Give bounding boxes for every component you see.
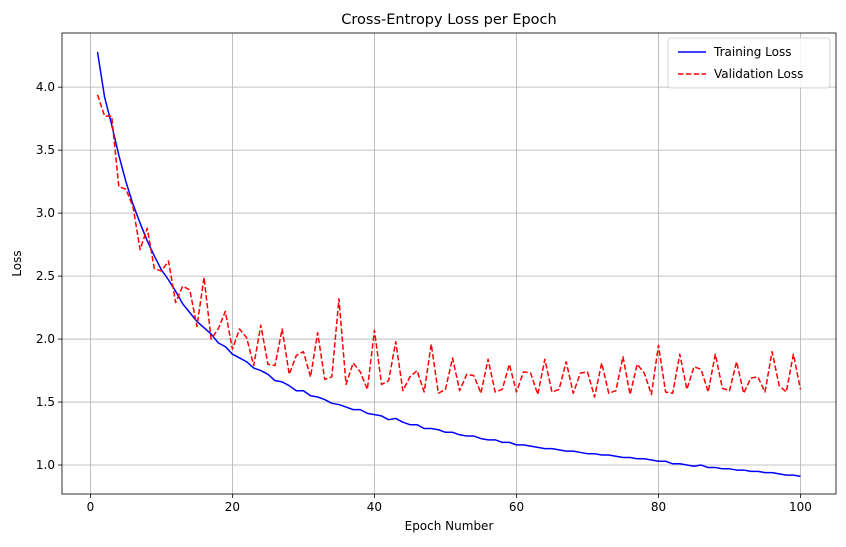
validation-loss-line — [96, 94, 802, 398]
series-layer — [96, 51, 802, 478]
x-tick-label: 0 — [87, 500, 95, 514]
legend: Training Loss Validation Loss — [667, 37, 831, 89]
x-tick-label: 20 — [225, 500, 240, 514]
legend-label: Validation Loss — [714, 67, 803, 81]
x-tick-label: 40 — [367, 500, 382, 514]
y-tick-label: 2.0 — [36, 332, 55, 346]
y-tick-label: 3.0 — [36, 206, 55, 220]
ticks: 0 20 40 60 80 100 1.0 1.5 2.0 2.5 3.0 3.5 4.0 — [36, 80, 812, 514]
x-axis-label: Epoch Number — [405, 519, 494, 533]
x-tick-label: 80 — [651, 500, 666, 514]
plot-frame — [61, 32, 837, 495]
y-tick-label: 1.0 — [36, 458, 55, 472]
legend-label: Training Loss — [713, 45, 791, 59]
x-tick-label: 100 — [789, 500, 812, 514]
x-tick-label: 60 — [509, 500, 524, 514]
y-tick-label: 2.5 — [36, 269, 55, 283]
y-tick-label: 3.5 — [36, 143, 55, 157]
y-tick-label: 1.5 — [36, 395, 55, 409]
y-axis-label: Loss — [10, 250, 24, 276]
training-loss-line — [96, 51, 801, 478]
y-tick-label: 4.0 — [36, 80, 55, 94]
chart-title: Cross-Entropy Loss per Epoch — [341, 12, 556, 28]
grid — [62, 33, 836, 494]
legend-box — [667, 37, 831, 89]
